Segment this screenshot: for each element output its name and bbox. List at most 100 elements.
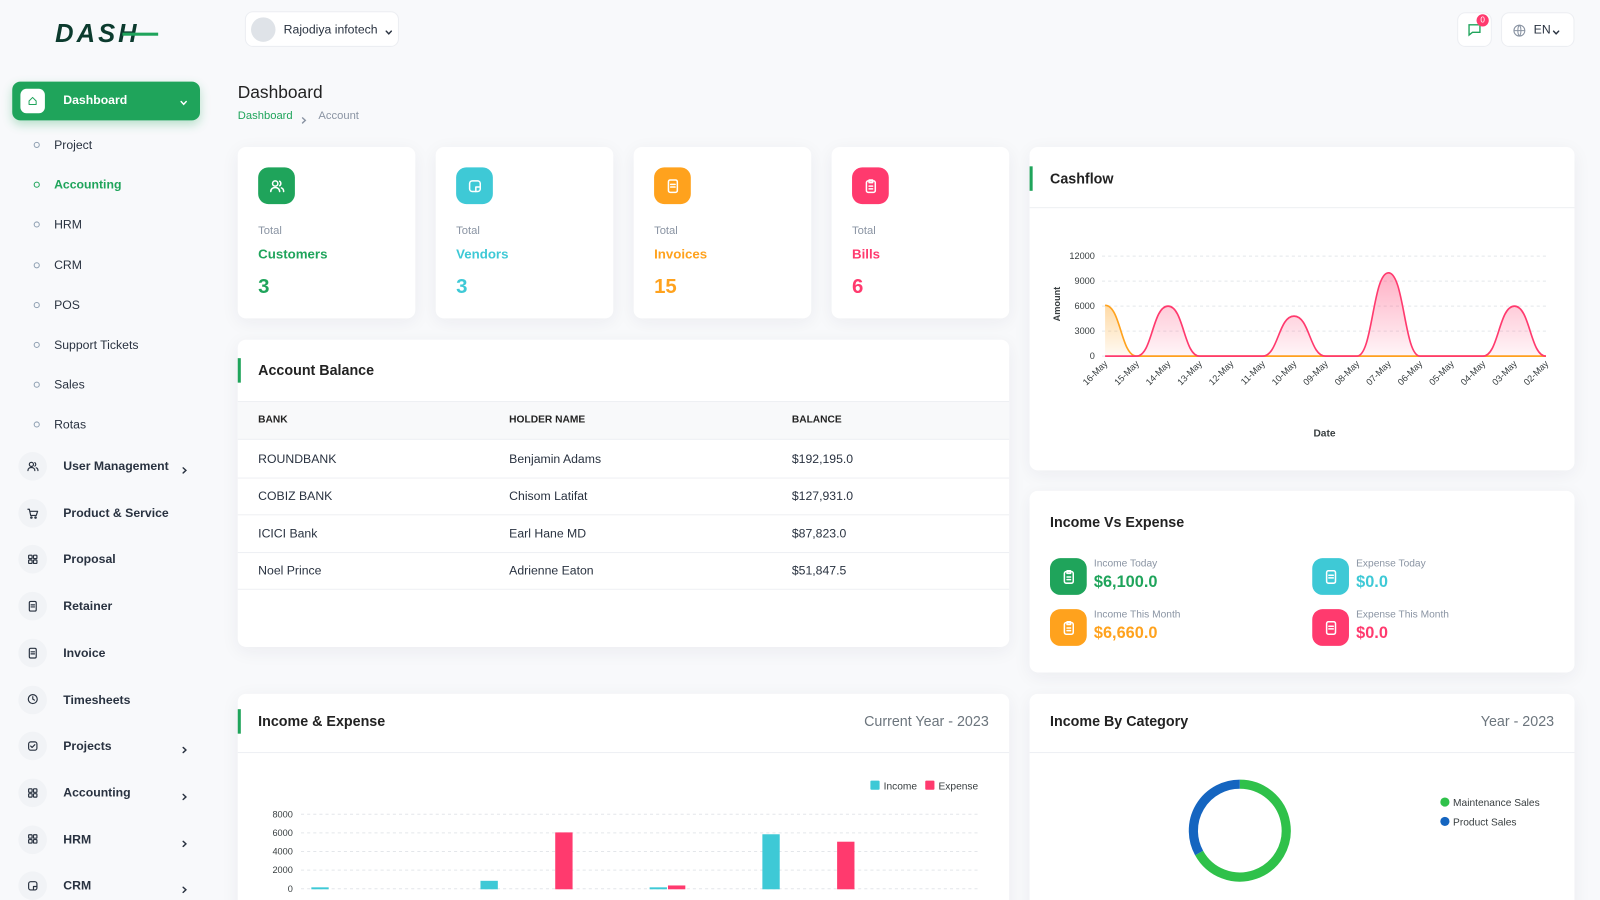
chevron-glyph (1552, 30, 1560, 35)
company-chevron (384, 24, 394, 35)
language-button[interactable] (1501, 12, 1575, 47)
icon-glyph (865, 178, 876, 193)
stat-name: Bills (852, 246, 881, 262)
submenu-item[interactable]: Rotas (54, 417, 87, 432)
stat-value: 6 (852, 275, 864, 298)
chevron-glyph (182, 793, 187, 801)
submenu-item[interactable]: POS (54, 297, 80, 312)
x-tick-label: 16-May (1081, 358, 1110, 387)
table-cell: Noel Prince (258, 563, 322, 578)
icon-glyph (1325, 569, 1336, 584)
x-tick-label: 04-May (1459, 358, 1488, 387)
submenu-item[interactable]: Project (54, 137, 93, 152)
table-cell: $192,195.0 (791, 451, 854, 467)
x-axis-title: Date (1313, 429, 1335, 440)
submenu-item[interactable]: Accounting (54, 177, 122, 192)
menu-item[interactable]: Invoice (63, 645, 106, 660)
menu-item[interactable]: Timesheets (63, 692, 131, 707)
breadcrumb-current: Account (318, 109, 359, 122)
submenu-dot (33, 341, 40, 348)
icon-glyph (269, 179, 284, 192)
card-title: Income Vs Expense (1049, 513, 1185, 531)
summary-icon (1312, 558, 1349, 595)
active-menu-icon (20, 88, 45, 114)
notification-count: 0 (1480, 15, 1485, 25)
menu-item[interactable]: Retainer (63, 598, 113, 614)
icon-glyph (1063, 620, 1074, 635)
card-title: Cashflow (1049, 170, 1114, 187)
legend-label: Expense (939, 781, 979, 792)
submenu-dot (33, 141, 40, 148)
donut-segment (1195, 779, 1291, 882)
active-menu-label: Dashboard (63, 92, 128, 107)
menu-item[interactable]: Proposal (63, 552, 116, 567)
donut-segment (1188, 779, 1240, 856)
x-tick-label: 07-May (1364, 358, 1393, 387)
icon-glyph (28, 600, 37, 612)
table-header-bg (237, 401, 1010, 440)
avatar (251, 17, 276, 42)
bar (762, 834, 780, 890)
table-header: HOLDER NAME (509, 414, 586, 426)
icon-glyph (468, 179, 481, 192)
logo-bar (122, 32, 159, 36)
menu-icon (18, 545, 47, 574)
chevron-glyph (182, 467, 187, 474)
menu-item[interactable]: Product & Service (63, 505, 169, 520)
stat-value: 3 (456, 275, 468, 298)
menu-item[interactable]: HRM (63, 832, 92, 847)
y-tick-label: 2000 (272, 865, 292, 875)
icon-glyph (27, 461, 39, 472)
icon-glyph (27, 834, 38, 845)
submenu-dot (33, 221, 40, 228)
menu-icon (18, 825, 47, 854)
y-tick-label: 4000 (272, 847, 292, 857)
menu-item[interactable]: CRM (63, 878, 92, 893)
y-tick-label: 8000 (272, 809, 292, 819)
submenu-item[interactable]: Sales (54, 377, 85, 392)
income-expense-card (237, 693, 1010, 900)
table-row-divider (237, 588, 1010, 590)
submenu-item[interactable]: HRM (54, 217, 82, 232)
summary-value: $0.0 (1356, 624, 1388, 643)
table-cell: Earl Hane MD (509, 526, 587, 541)
series-line (1105, 271, 1547, 357)
notification-badge (1476, 14, 1489, 27)
income-vs-expense-card (1029, 490, 1575, 673)
y-tick-label: 3000 (1074, 326, 1094, 336)
table-cell: ICICI Bank (258, 526, 318, 541)
x-tick-label: 02-May (1522, 358, 1551, 387)
card-title: Account Balance (258, 361, 375, 379)
stat-icon (852, 167, 889, 205)
table-row-divider (237, 514, 1010, 516)
y-tick-label: 6000 (1074, 301, 1094, 311)
card-title-accent (1029, 166, 1033, 191)
table-row-divider (237, 477, 1010, 479)
table-row-divider (237, 551, 1010, 553)
submenu-item[interactable]: CRM (54, 257, 82, 272)
menu-item[interactable]: User Management (63, 458, 169, 474)
y-tick-label: 12000 (1069, 251, 1095, 261)
card-title: Income & Expense (258, 712, 386, 730)
breadcrumb-link[interactable]: Dashboard (237, 109, 293, 122)
menu-item[interactable]: Projects (63, 738, 112, 754)
bar (667, 885, 686, 890)
page-title: Dashboard (237, 82, 323, 102)
summary-icon (1049, 609, 1087, 646)
card-divider (1029, 207, 1575, 209)
table-header: BANK (258, 414, 288, 426)
submenu-dot (33, 421, 40, 428)
x-tick-label: 10-May (1270, 358, 1299, 387)
stat-label: Total (456, 224, 480, 238)
stat-value: 3 (258, 275, 270, 298)
legend-swatch (925, 780, 935, 790)
table-cell: $87,823.0 (791, 526, 847, 541)
menu-item[interactable]: Accounting (63, 785, 131, 800)
chevron-glyph (385, 30, 393, 35)
y-tick-label: 0 (1090, 351, 1095, 361)
submenu-item[interactable]: Support Tickets (54, 337, 139, 352)
table-cell: Adrienne Eaton (509, 563, 594, 578)
menu-icon (18, 871, 47, 900)
